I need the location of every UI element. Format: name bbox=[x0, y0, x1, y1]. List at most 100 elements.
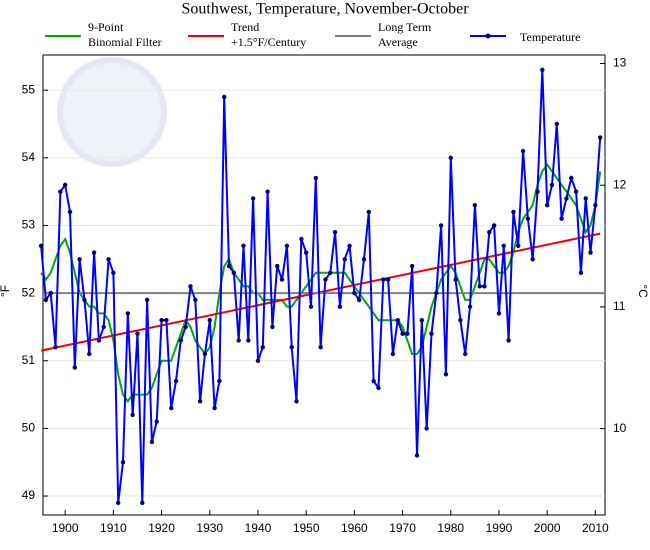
data-point bbox=[193, 297, 198, 303]
x-tick-label: 2010 bbox=[582, 521, 609, 535]
x-tick-label: 1960 bbox=[341, 521, 368, 535]
y-tick-label: 50 bbox=[22, 421, 36, 435]
data-point bbox=[506, 338, 511, 343]
data-point bbox=[62, 182, 68, 188]
data-point bbox=[135, 331, 140, 336]
data-point bbox=[164, 317, 169, 323]
data-point bbox=[482, 284, 487, 289]
data-point bbox=[328, 270, 333, 276]
x-tick-label: 1980 bbox=[437, 521, 464, 535]
data-point bbox=[361, 257, 367, 262]
y-tick-label: 51 bbox=[22, 353, 36, 367]
data-point bbox=[115, 500, 121, 506]
data-point bbox=[419, 317, 425, 323]
chart-title: Southwest, Temperature, November-October bbox=[181, 1, 469, 18]
data-point bbox=[385, 277, 391, 282]
data-point bbox=[294, 399, 299, 404]
y2-axis-label: °C bbox=[636, 284, 650, 298]
data-point bbox=[342, 257, 347, 262]
data-point bbox=[352, 290, 357, 296]
data-point bbox=[318, 345, 323, 350]
y-tick-label: 49 bbox=[22, 488, 36, 502]
legend-label: Long Term bbox=[378, 20, 432, 34]
data-point bbox=[511, 209, 516, 215]
x-tick-label: 1930 bbox=[196, 521, 223, 535]
data-point bbox=[217, 378, 222, 384]
data-point bbox=[270, 324, 275, 330]
data-point bbox=[207, 317, 212, 323]
data-point bbox=[516, 243, 521, 248]
legend-label: 9-Point bbox=[88, 20, 124, 34]
data-point bbox=[173, 378, 179, 384]
x-tick-label: 1900 bbox=[52, 521, 79, 535]
data-point bbox=[395, 317, 400, 323]
data-point bbox=[323, 277, 328, 282]
data-point bbox=[246, 338, 251, 343]
data-point bbox=[438, 223, 444, 228]
data-point bbox=[87, 351, 92, 357]
data-point bbox=[96, 338, 102, 343]
watermark bbox=[57, 57, 167, 167]
data-point bbox=[366, 209, 372, 215]
data-point bbox=[390, 351, 396, 357]
data-point bbox=[58, 189, 63, 194]
data-point bbox=[303, 250, 309, 255]
data-point bbox=[231, 270, 237, 276]
data-point bbox=[597, 135, 603, 140]
data-point bbox=[448, 155, 453, 161]
y2-tick-label: 11 bbox=[613, 299, 626, 313]
data-point bbox=[520, 148, 526, 154]
data-point bbox=[564, 196, 569, 201]
series-line bbox=[40, 162, 602, 404]
data-point bbox=[130, 412, 135, 418]
data-point bbox=[82, 297, 87, 303]
y-axis-label: °F bbox=[0, 285, 12, 297]
data-point bbox=[472, 202, 478, 208]
data-point bbox=[578, 270, 584, 276]
data-point bbox=[284, 243, 290, 248]
data-point bbox=[501, 243, 506, 248]
data-point bbox=[289, 345, 294, 350]
data-point bbox=[101, 324, 106, 330]
data-point bbox=[125, 311, 131, 316]
data-point bbox=[140, 500, 145, 506]
data-point bbox=[144, 297, 150, 303]
data-point bbox=[250, 196, 256, 201]
data-point bbox=[169, 405, 174, 411]
data-point bbox=[236, 338, 241, 343]
data-point bbox=[530, 257, 535, 262]
data-point bbox=[487, 230, 492, 235]
data-point bbox=[279, 277, 285, 282]
y2-tick-label: 13 bbox=[613, 56, 627, 70]
data-point bbox=[159, 317, 164, 323]
data-point bbox=[183, 324, 188, 330]
data-point bbox=[299, 236, 304, 242]
data-point bbox=[260, 345, 265, 350]
data-point bbox=[410, 263, 415, 269]
data-point bbox=[255, 358, 261, 363]
data-point bbox=[559, 216, 564, 221]
x-tick-label: 2000 bbox=[534, 521, 561, 535]
x-tick-label: 1910 bbox=[100, 521, 127, 535]
data-point bbox=[414, 453, 420, 458]
data-point bbox=[424, 426, 429, 431]
data-point bbox=[275, 263, 280, 269]
data-point bbox=[467, 304, 473, 309]
x-tick-label: 1990 bbox=[486, 521, 513, 535]
data-point bbox=[569, 175, 574, 181]
data-point bbox=[573, 189, 579, 194]
data-point bbox=[111, 270, 116, 276]
data-point bbox=[337, 304, 343, 309]
data-point bbox=[453, 277, 458, 282]
data-point bbox=[313, 175, 319, 181]
data-point bbox=[496, 311, 502, 316]
y-tick-label: 55 bbox=[22, 82, 36, 96]
data-point bbox=[463, 351, 468, 357]
data-point bbox=[202, 351, 208, 357]
data-point bbox=[106, 257, 111, 262]
y2-tick-label: 12 bbox=[613, 177, 627, 191]
data-point bbox=[212, 405, 217, 411]
data-point bbox=[477, 284, 482, 289]
data-point bbox=[72, 365, 78, 370]
data-point bbox=[178, 338, 184, 343]
